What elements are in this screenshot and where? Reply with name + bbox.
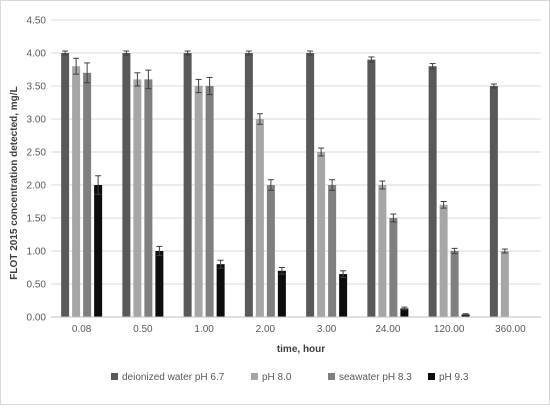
y-tick-label: 2.50 <box>27 148 47 159</box>
bar <box>255 119 264 317</box>
legend-swatch <box>428 373 435 380</box>
x-tick-label: 120.00 <box>434 324 465 335</box>
bar <box>489 86 498 317</box>
bar <box>155 251 164 317</box>
y-axis-ticks: 0.00 0.50 1.00 1.50 2.00 2.50 3.00 3.50 4.00 4.50 <box>27 16 47 324</box>
bar <box>328 185 337 317</box>
bar <box>461 314 470 317</box>
bar <box>450 251 459 317</box>
y-axis-title: FLOT 2015 concentration detected, mg/L <box>9 86 20 279</box>
legend-label: seawater pH 8.3 <box>339 372 412 383</box>
bar <box>428 66 437 317</box>
bar <box>61 53 70 317</box>
bar <box>439 204 448 317</box>
x-tick-label: 3.00 <box>317 324 337 335</box>
legend-swatch <box>111 373 118 380</box>
y-tick-label: 0.00 <box>27 313 47 324</box>
y-tick-label: 1.50 <box>27 214 47 225</box>
x-tick-label: 2.00 <box>256 324 276 335</box>
bar <box>266 185 275 317</box>
bar <box>400 308 409 317</box>
y-tick-label: 3.50 <box>27 82 47 93</box>
y-tick-label: 2.00 <box>27 181 47 192</box>
x-tick-label: 24.00 <box>375 324 400 335</box>
y-tick-label: 0.50 <box>27 280 47 291</box>
bar <box>500 251 509 317</box>
x-tick-label: 0.08 <box>72 324 92 335</box>
y-tick-label: 3.00 <box>27 115 47 126</box>
x-tick-label: 360.00 <box>495 324 526 335</box>
bar <box>389 218 398 317</box>
x-axis-ticks: 0.08 0.50 1.00 2.00 3.00 24.00 120.00 360.00 <box>72 324 526 335</box>
legend: deionized water pH 6.7 pH 8.0 seawater pH … <box>111 372 469 383</box>
x-tick-label: 0.50 <box>133 324 153 335</box>
bar <box>205 86 214 317</box>
y-tick-label: 1.00 <box>27 247 47 258</box>
legend-label: pH 8.0 <box>262 372 292 383</box>
x-axis-title: time, hour <box>277 344 325 355</box>
y-tick-label: 4.50 <box>27 16 47 27</box>
bar <box>133 79 142 318</box>
bar <box>83 72 92 317</box>
legend-label: pH 9.3 <box>439 372 469 383</box>
bar <box>378 185 387 317</box>
gridlines <box>51 19 541 285</box>
x-tick-label: 1.00 <box>194 324 214 335</box>
bar <box>244 53 253 317</box>
bar <box>94 185 103 317</box>
bar <box>144 79 153 318</box>
legend-swatch <box>251 373 258 380</box>
bar <box>339 274 348 317</box>
legend-label: deionized water pH 6.7 <box>122 372 225 383</box>
bars <box>61 50 509 318</box>
bar <box>277 270 286 317</box>
bar <box>216 264 225 317</box>
bar <box>72 66 81 317</box>
bar <box>122 53 131 317</box>
bar <box>306 53 315 317</box>
legend-swatch <box>328 373 335 380</box>
bar <box>194 86 203 317</box>
bar <box>367 59 376 317</box>
bar <box>183 53 192 317</box>
bar <box>317 152 326 317</box>
y-tick-label: 4.00 <box>27 49 47 60</box>
